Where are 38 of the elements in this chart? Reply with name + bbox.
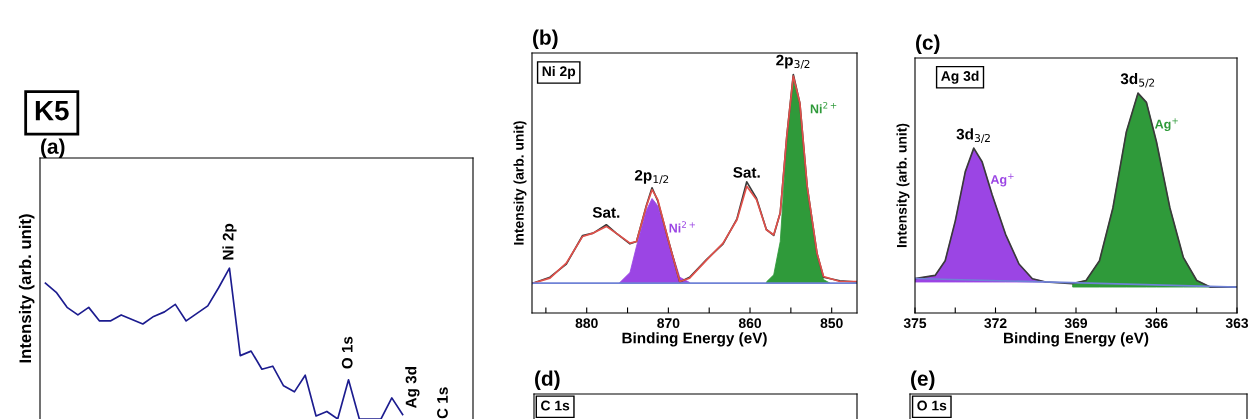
chart-title: (a) <box>41 138 65 158</box>
annotation: 2p$_{1/2}$ <box>634 169 669 185</box>
x-tick-label: 363 <box>1225 318 1249 329</box>
chart-title: (c) <box>916 34 940 54</box>
x-tick-label: 369 <box>1064 318 1088 329</box>
annotation: O 1s <box>341 336 353 369</box>
x-tick-label: 366 <box>1145 318 1168 329</box>
series-label: Ni$^{2+}$ <box>669 221 695 233</box>
x-axis-title: Binding Energy (eV) <box>1004 332 1149 347</box>
x-tick-label: 870 <box>657 318 680 329</box>
x-axis-title: Binding Energy (eV) <box>622 332 767 347</box>
y-axis-title: Intensity (arb. unit) <box>18 214 35 363</box>
series-label: Ag$^{+}$ <box>990 173 1014 187</box>
annotation: Sat. <box>592 207 620 218</box>
x-tick-label: 880 <box>575 318 598 329</box>
text: (d) <box>535 370 560 390</box>
y-axis-title: Intensity (arb. unit) <box>896 123 910 248</box>
x-tick-label: 375 <box>903 318 927 329</box>
annotation: Ag 3d <box>405 367 420 409</box>
text: K5 <box>35 101 69 121</box>
text: (e) <box>911 370 935 390</box>
text: Ag 3d <box>941 70 979 84</box>
annotation: 3d$_{3/2}$ <box>956 128 990 143</box>
text: Ni 2p <box>222 223 237 260</box>
chart-title: (b) <box>533 29 558 49</box>
annotation: 2p$_{3/2}$ <box>776 54 810 69</box>
annotation: Sat. <box>733 166 760 178</box>
x-tick-label: 850 <box>820 318 843 329</box>
text: C 1s <box>541 400 570 411</box>
x-tick-label: 860 <box>738 318 762 329</box>
annotation: Ni 2p <box>542 66 576 79</box>
y-axis-title: Intensity (arb. unit) <box>513 121 527 245</box>
x-tick-label: 372 <box>984 318 1007 329</box>
annotation: 3d$_{5/2}$ <box>1120 72 1155 88</box>
series-label: Ni$^{2+}$ <box>810 101 837 114</box>
text: C 1s <box>437 387 448 419</box>
text: O 1s <box>917 400 947 411</box>
series-label: Ag$^{+}$ <box>1154 118 1178 132</box>
